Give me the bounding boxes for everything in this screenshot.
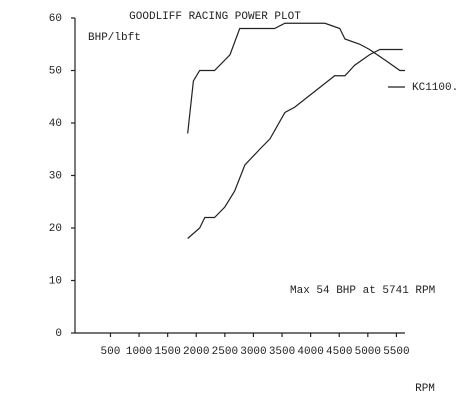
x-tick-label: 3000 <box>240 346 266 358</box>
annotation: Max 54 BHP at 5741 RPM <box>290 285 435 297</box>
y-tick-label: 30 <box>49 170 62 182</box>
y-tick-label: 50 <box>49 65 62 77</box>
x-tick-label: 4500 <box>326 346 352 358</box>
x-tick-label: 1500 <box>154 346 180 358</box>
y-tick-label: 20 <box>49 223 62 235</box>
y-tick-label: 10 <box>49 275 62 287</box>
y-tick-label: 0 <box>55 328 62 340</box>
x-axis-label: RPM <box>415 383 435 395</box>
data-line <box>187 48 403 239</box>
x-tick-label: 5500 <box>383 346 409 358</box>
x-tick-label: 500 <box>101 346 121 358</box>
x-tick-label: 4000 <box>297 346 323 358</box>
x-tick-label: 5000 <box>355 346 381 358</box>
y-axis-label: BHP/lbft <box>88 32 141 44</box>
y-tick-label: 40 <box>49 118 62 130</box>
chart-title: GOODLIFF RACING POWER PLOT <box>129 11 301 23</box>
x-tick-label: 1000 <box>126 346 152 358</box>
y-tick-label: 60 <box>49 13 62 25</box>
x-tick-label: 2000 <box>183 346 209 358</box>
data-line <box>187 22 405 134</box>
x-tick-label: 3500 <box>269 346 295 358</box>
annotation: KC1100. <box>412 82 458 94</box>
x-tick-label: 2500 <box>212 346 238 358</box>
